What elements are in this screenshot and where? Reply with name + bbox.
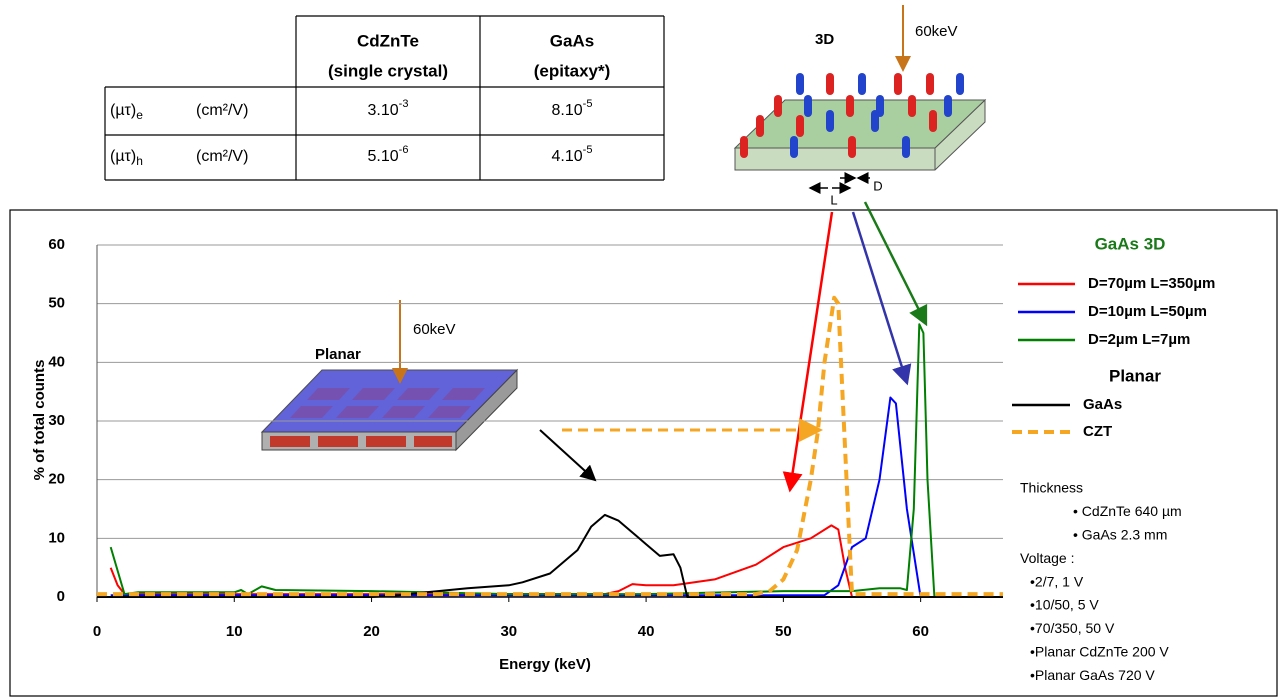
cell-exponent: -6 [399, 144, 409, 156]
pillar [944, 95, 952, 117]
row-label-index: h [136, 154, 143, 168]
column-header: (single crystal) [328, 61, 448, 80]
beam-label: 60keV [915, 23, 958, 40]
legend-title: GaAs 3D [1095, 234, 1166, 253]
chart-frame [9, 209, 1278, 697]
cell-exponent: -5 [583, 98, 593, 110]
row-unit: (cm²/V) [196, 102, 248, 119]
legend-label: D=70µm L=350µm [1088, 275, 1215, 292]
note: • CdZnTe 640 µm [1073, 503, 1182, 519]
beam-label: 60keV [413, 321, 456, 338]
pillar [804, 95, 812, 117]
column-header: (epitaxy*) [534, 61, 611, 80]
pillar [908, 95, 916, 117]
legend-label: D=2µm L=7µm [1088, 331, 1190, 348]
row-label: (µτ)h [110, 148, 143, 168]
diameter-label: D [873, 178, 882, 193]
pillar [858, 73, 866, 95]
pillar [826, 73, 834, 95]
cell-base: 5.10 [368, 148, 399, 165]
pointer-arrows [539, 201, 928, 493]
y-tick-label: 0 [57, 588, 65, 605]
legend-title: Planar [1109, 366, 1161, 385]
x-axis-label: Energy (keV) [499, 656, 591, 673]
y-axis-label: % of total counts [31, 360, 48, 481]
cell-exponent: -5 [583, 144, 593, 156]
pillar [826, 110, 834, 132]
cell-base: 4.10 [552, 148, 583, 165]
row-label-index: e [136, 108, 143, 122]
cell: 5.10-6 [368, 144, 409, 165]
column-header: GaAs [550, 31, 594, 50]
pillar [774, 95, 782, 117]
cell-base: 3.10 [368, 102, 399, 119]
legend-label: D=10µm L=50µm [1088, 303, 1207, 320]
row-unit: (cm²/V) [196, 148, 248, 165]
y-tick-label: 40 [48, 353, 65, 370]
note: •Planar GaAs 720 V [1030, 667, 1155, 683]
x-tick-label: 50 [775, 623, 792, 640]
pillar [796, 115, 804, 137]
pillar [756, 115, 764, 137]
pillar [929, 110, 937, 132]
x-tick-label: 40 [638, 623, 655, 640]
diagram-3d: 3D 60keV L D [733, 5, 987, 207]
diagram-planar: Planar 60keV [260, 300, 519, 452]
y-tick-label: 60 [48, 236, 65, 253]
note: •10/50, 5 V [1030, 597, 1099, 613]
y-tick-label: 20 [48, 471, 65, 488]
row-label-text: (µτ) [110, 102, 136, 119]
plot: 0 10 20 30 40 50 60 0 10 20 30 40 50 60 Energy (keV) % … [31, 234, 1215, 682]
y-tick-label: 10 [48, 529, 65, 546]
pillar [902, 136, 910, 158]
note: • GaAs 2.3 mm [1073, 527, 1167, 543]
cell-base: 8.10 [552, 102, 583, 119]
x-tick-label: 30 [500, 623, 517, 640]
pillar [956, 73, 964, 95]
legend-label: GaAs [1083, 396, 1122, 413]
x-tick-label: 60 [912, 623, 929, 640]
row-label: (µτ)e [110, 102, 143, 122]
cell: 4.10-5 [552, 144, 593, 165]
pillar [848, 136, 856, 158]
pillar [926, 73, 934, 95]
legend-label: CZT [1083, 423, 1112, 440]
series-line [97, 295, 1003, 597]
cell-exponent: -3 [399, 98, 409, 110]
note: •2/7, 1 V [1030, 573, 1084, 589]
pillar [871, 110, 879, 132]
y-tick-label: 50 [48, 295, 65, 312]
pillar [790, 136, 798, 158]
note: Thickness [1020, 480, 1083, 496]
x-tick-label: 0 [93, 623, 101, 640]
table [104, 15, 665, 181]
pillar [740, 136, 748, 158]
diagram-title: Planar [315, 346, 361, 363]
column-header: CdZnTe [357, 31, 419, 50]
cell: 8.10-5 [552, 98, 593, 119]
pillar [894, 73, 902, 95]
x-tick-label: 20 [363, 623, 380, 640]
x-tick-label: 10 [226, 623, 243, 640]
cell: 3.10-3 [368, 98, 409, 119]
diagram-title: 3D [815, 31, 834, 48]
pillar [846, 95, 854, 117]
note: Voltage : [1020, 550, 1075, 566]
note: •Planar CdZnTe 200 V [1030, 644, 1169, 660]
row-label-text: (µτ) [110, 148, 136, 165]
pitch-label: L [830, 192, 837, 207]
note: •70/350, 50 V [1030, 620, 1115, 636]
y-tick-label: 30 [48, 412, 65, 429]
pillar [796, 73, 804, 95]
